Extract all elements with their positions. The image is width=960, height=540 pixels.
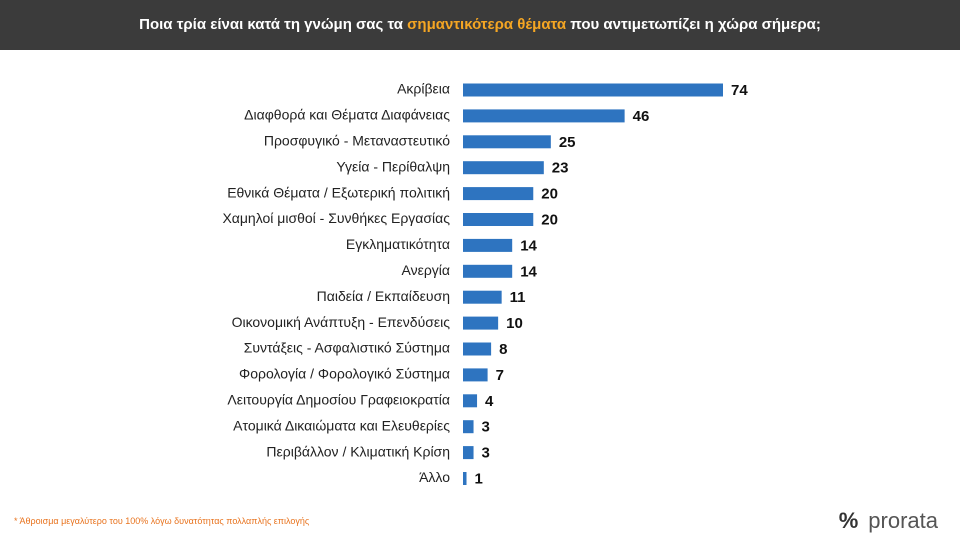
bar (463, 342, 492, 356)
bar (463, 264, 513, 278)
category-label: Διαφθορά και Θέματα Διαφάνειας (244, 107, 450, 123)
chart: Ακρίβεια 74 Διαφθορά και Θέματα Διαφάνειας… (222, 81, 748, 488)
bar (463, 161, 544, 175)
value-label: 1 (475, 470, 483, 487)
bar (463, 238, 513, 252)
value-label: 3 (482, 445, 490, 462)
category-label: Εθνικά Θέματα / Εξωτερική πολιτική (227, 184, 450, 200)
value-label: 14 (520, 237, 537, 254)
bar (463, 472, 467, 485)
bar (463, 290, 502, 304)
category-label: Παιδεία / Εκπαίδευση (317, 288, 450, 304)
title-part: Ποια τρία είναι κατά τη γνώμη σας τα (139, 16, 403, 33)
value-label: 25 (559, 134, 576, 151)
value-label: 3 (482, 419, 490, 436)
bar (463, 446, 474, 460)
category-label: Φορολογία / Φορολογικό Σύστημα (239, 366, 450, 382)
value-label: 7 (496, 367, 504, 384)
value-label: 10 (506, 315, 523, 332)
bar (463, 420, 474, 434)
logo-symbol: % (838, 508, 859, 533)
value-label: 20 (541, 186, 558, 203)
value-label: 11 (510, 289, 526, 306)
bar (463, 368, 488, 382)
value-label: 8 (499, 341, 507, 358)
category-label: Εγκληματικότητα (346, 236, 450, 252)
bar (463, 187, 534, 201)
category-label: Οικονομική Ανάπτυξη - Επενδύσεις (232, 314, 451, 330)
bar (463, 316, 499, 330)
category-label: Ατομικά Δικαιώματα και Ελευθερίες (233, 417, 450, 433)
bar (463, 83, 723, 97)
logo-name: prorata (868, 508, 938, 533)
logo: % prorata (839, 508, 938, 534)
bar (463, 109, 625, 123)
category-label: Άλλο (419, 469, 450, 485)
category-label: Συντάξεις - Ασφαλιστικό Σύστημα (244, 340, 450, 356)
bar (463, 135, 551, 149)
value-label: 46 (633, 108, 650, 125)
value-label: 23 (552, 160, 569, 177)
category-label: Ανεργία (402, 262, 451, 278)
value-label: 20 (541, 211, 558, 228)
category-label: Περιβάλλον / Κλιματική Κρίση (266, 443, 450, 459)
category-label: Ακρίβεια (397, 81, 450, 97)
bar (463, 213, 534, 226)
title-part: που αντιμετωπίζει η χώρα σήμερα; (570, 16, 821, 33)
title-highlight: σημαντικότερα θέματα (407, 16, 567, 33)
value-label: 14 (520, 263, 537, 280)
footnote: * Άθροισμα μεγαλύτερο του 100% λόγω δυνα… (14, 516, 310, 526)
category-label: Λειτουργία Δημοσίου Γραφειοκρατία (227, 392, 450, 408)
category-label: Προσφυγικό - Μεταναστευτικό (264, 133, 450, 149)
header: Ποια τρία είναι κατά τη γνώμη σας τα σημ… (0, 0, 960, 50)
value-label: 74 (731, 82, 748, 99)
category-label: Υγεία - Περίθαλψη (336, 158, 450, 174)
bar (463, 394, 478, 408)
value-label: 4 (485, 393, 494, 410)
category-label: Χαμηλοί μισθοί - Συνθήκες Εργασίας (222, 210, 450, 226)
